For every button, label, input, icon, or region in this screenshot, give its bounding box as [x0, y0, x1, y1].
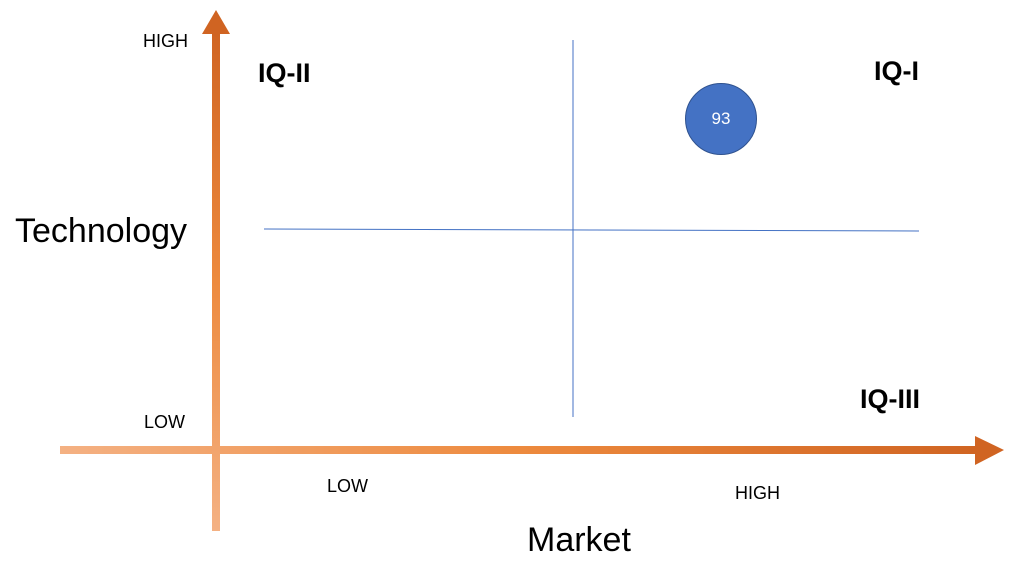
y-axis-title: Technology: [15, 212, 188, 250]
quadrant-label-top-right: IQ-I: [874, 56, 919, 86]
x-axis-high-label: HIGH: [735, 483, 780, 503]
y-axis-shaft: [212, 32, 220, 531]
quadrant-label-bottom-right: IQ-III: [860, 384, 920, 414]
y-axis-arrowhead: [202, 10, 230, 34]
y-axis-low-label: LOW: [144, 412, 186, 432]
y-axis-high-label: HIGH: [143, 31, 188, 51]
x-axis-arrowhead: [975, 436, 1004, 465]
quadrant-label-top-left: IQ-II: [258, 58, 311, 88]
horizontal-divider-line: [263, 228, 920, 232]
data-bubble: 93: [685, 83, 757, 155]
x-axis-low-label: LOW: [327, 476, 369, 496]
x-axis-title: Market: [527, 521, 631, 559]
bubble-label: 93: [711, 109, 731, 128]
x-axis-shaft: [60, 446, 978, 454]
